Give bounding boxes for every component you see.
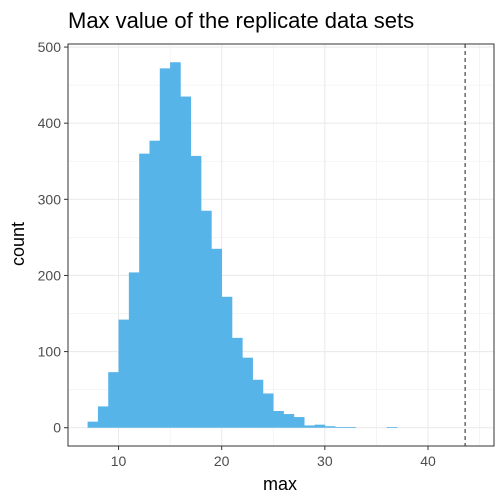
x-tick-label: 40 bbox=[420, 453, 436, 469]
y-tick-label: 0 bbox=[53, 420, 61, 436]
histogram-bar bbox=[180, 96, 192, 428]
y-tick-label: 400 bbox=[38, 115, 62, 131]
histogram-bar bbox=[304, 425, 315, 428]
histogram-bar bbox=[335, 426, 346, 428]
histogram-bar bbox=[232, 337, 243, 428]
histogram-bar bbox=[149, 140, 161, 428]
y-tick-label: 500 bbox=[38, 39, 62, 55]
histogram-bar bbox=[345, 426, 357, 428]
histogram-bar bbox=[314, 424, 326, 428]
histogram-bar bbox=[97, 406, 109, 428]
y-axis-label: count bbox=[8, 222, 28, 266]
histogram-bar bbox=[139, 153, 150, 428]
histogram-bar bbox=[386, 426, 398, 428]
y-tick-label: 300 bbox=[38, 191, 62, 207]
x-axis-label: max bbox=[263, 474, 297, 494]
histogram-bar bbox=[324, 426, 336, 428]
histogram-bar bbox=[118, 319, 130, 428]
histogram-bar bbox=[211, 248, 222, 428]
histogram-bar bbox=[293, 417, 305, 428]
histogram-bar bbox=[108, 372, 119, 428]
y-tick-label: 200 bbox=[38, 267, 62, 283]
plot-panel-border bbox=[67, 43, 495, 447]
histogram-bars bbox=[87, 62, 398, 428]
histogram-bar bbox=[242, 357, 253, 428]
x-tick-label: 30 bbox=[317, 453, 333, 469]
histogram-bar bbox=[262, 393, 274, 428]
histogram-bar bbox=[190, 155, 202, 428]
histogram-bar bbox=[87, 421, 99, 428]
y-tick-label: 100 bbox=[38, 344, 62, 360]
histogram-bar bbox=[252, 379, 264, 428]
histogram-bar bbox=[273, 410, 284, 428]
x-tick-label: 10 bbox=[111, 453, 127, 469]
histogram-bar bbox=[221, 296, 233, 428]
histogram-bar bbox=[128, 272, 140, 428]
histogram-bar bbox=[283, 414, 295, 428]
histogram-bar bbox=[159, 68, 171, 428]
histogram-bar bbox=[201, 210, 212, 428]
x-tick-label: 20 bbox=[214, 453, 230, 469]
histogram-bar bbox=[170, 62, 181, 428]
chart-title: Max value of the replicate data sets bbox=[68, 8, 414, 33]
x-axis-ticks: 10 20 30 40 bbox=[111, 446, 436, 469]
y-axis-ticks: 0 100 200 300 400 500 bbox=[38, 39, 68, 436]
